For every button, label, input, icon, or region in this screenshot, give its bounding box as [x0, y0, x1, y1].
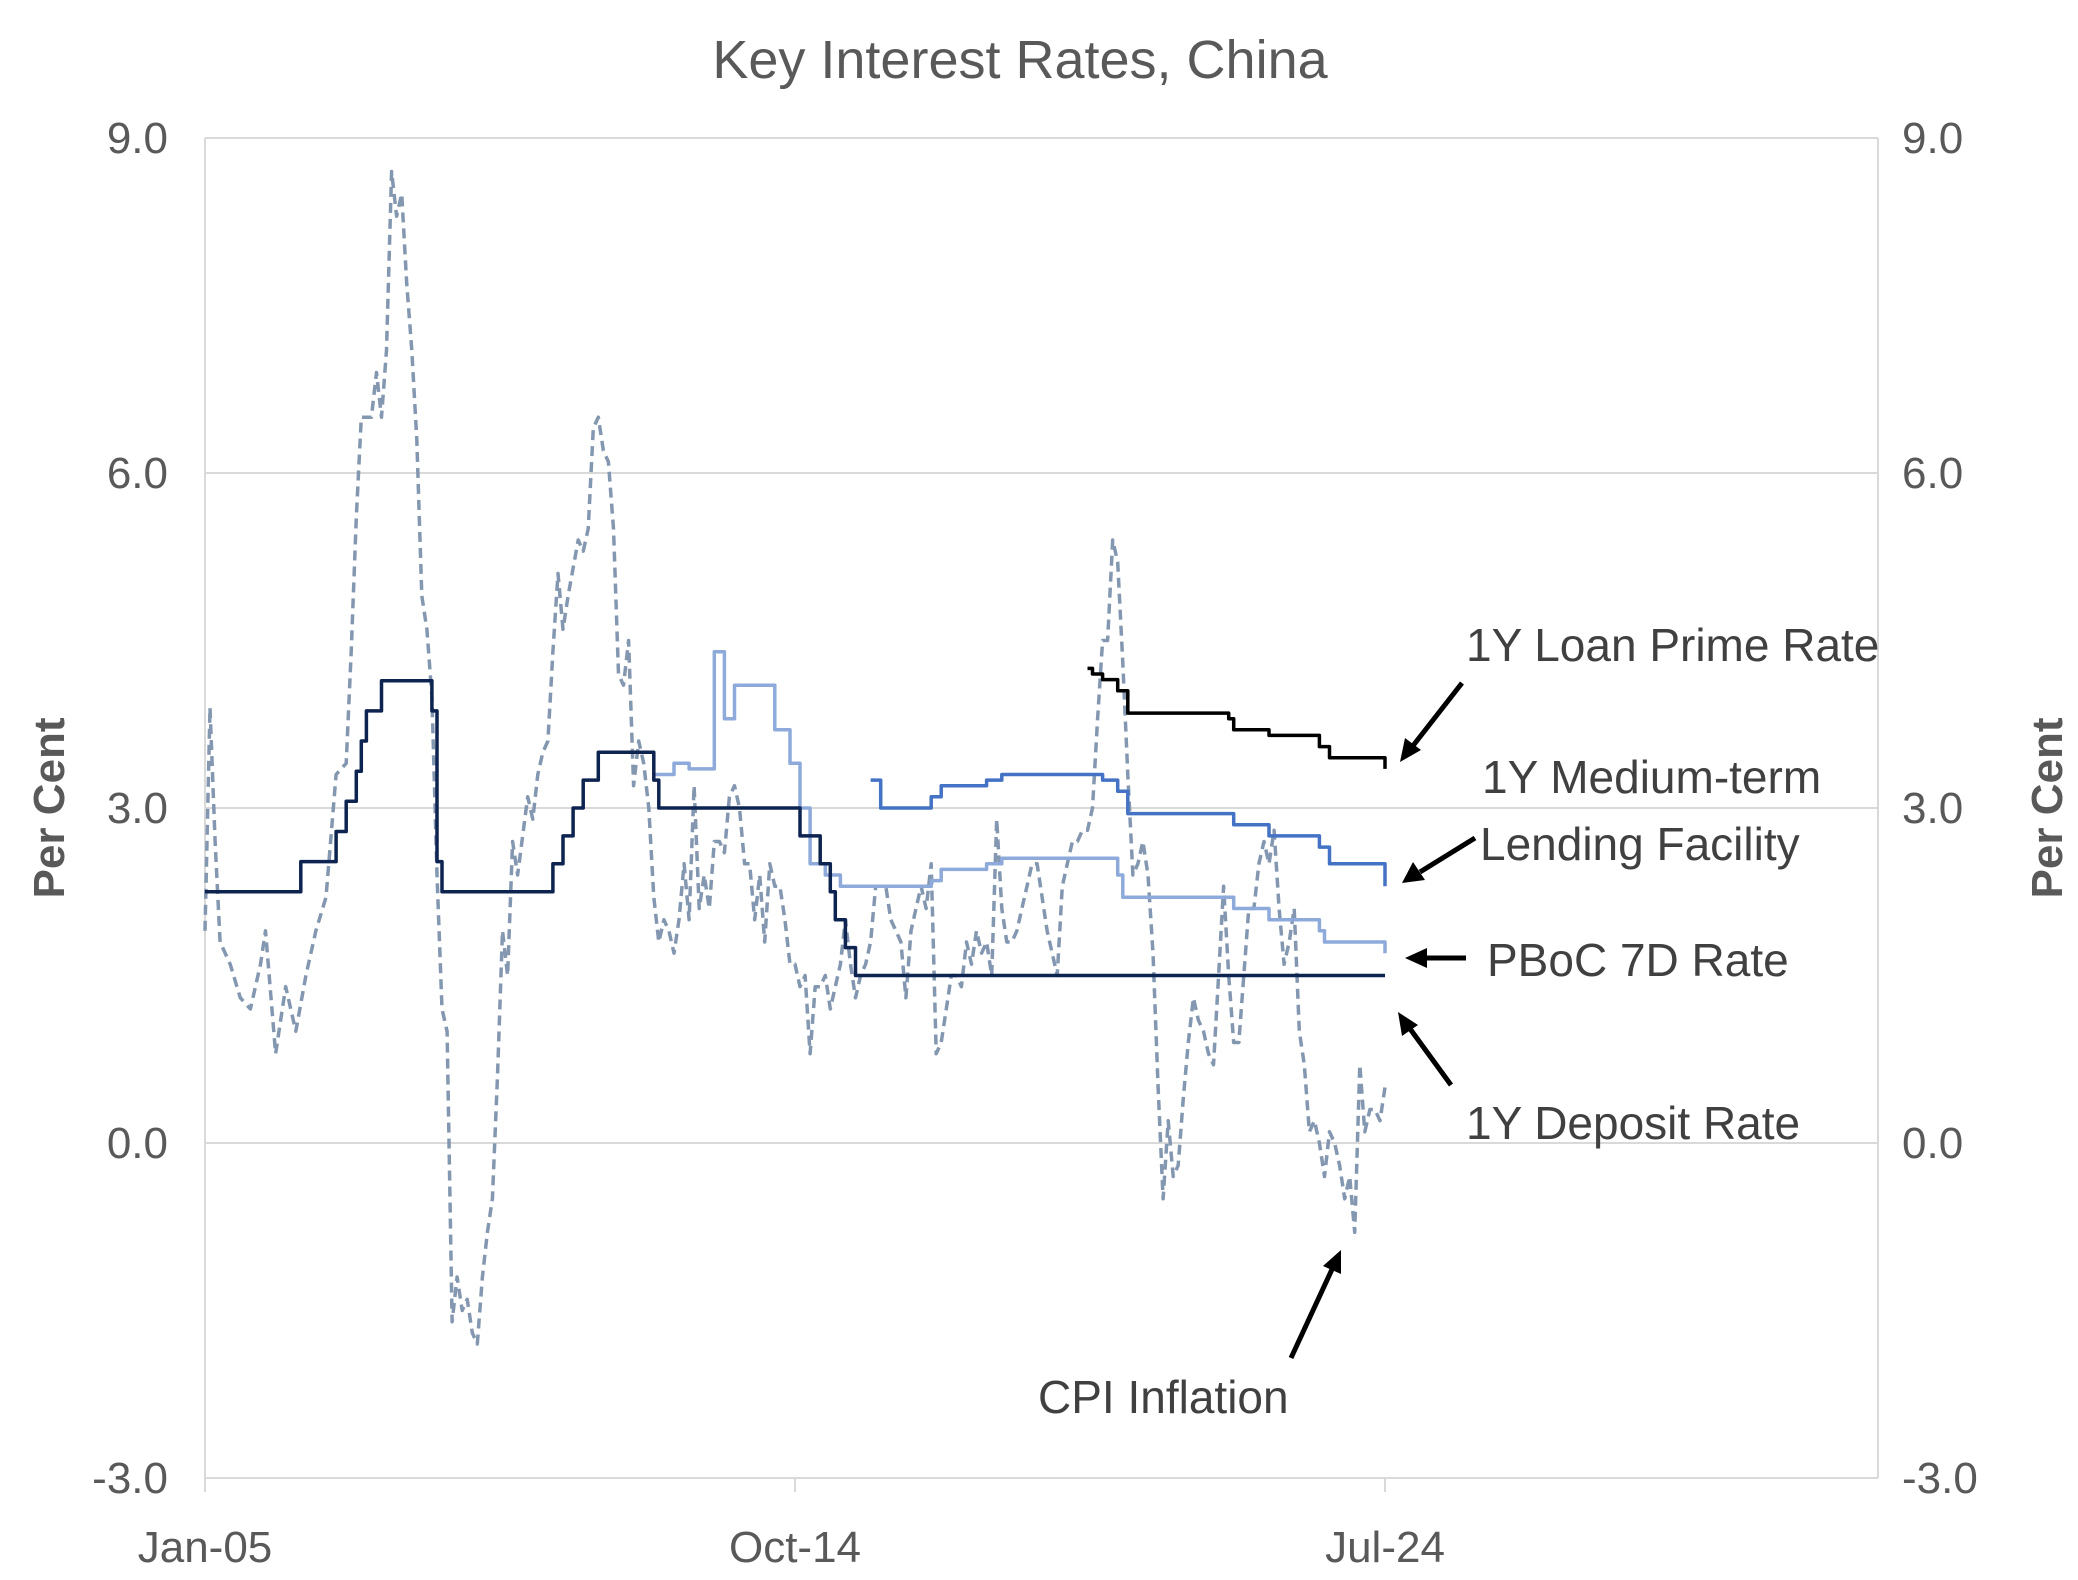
x-tick-label: Oct-14: [729, 1523, 861, 1572]
y-tick-label-right: 3.0: [1902, 784, 1963, 833]
series: [203, 169, 1387, 1346]
series-line-mlf: [870, 772, 1387, 887]
series-line-cpi: [203, 169, 1387, 1346]
arrow-lpr: [1400, 681, 1464, 762]
right-y-ticks: -3.0 0.0 3.0 6.0 9.0: [1902, 114, 1978, 1503]
y-tick-label-left: 3.0: [107, 784, 168, 833]
left-y-ticks: -3.0 0.0 3.0 6.0 9.0: [92, 114, 168, 1503]
series-line-pboc7d: [653, 649, 1387, 954]
chart-title: Key Interest Rates, China: [712, 30, 1328, 90]
series-line-deposit: [205, 678, 1385, 978]
arrow-cpi: [1288, 1250, 1341, 1360]
annotations: 1Y Loan Prime Rate 1Y Medium-term Lendin…: [1038, 619, 1879, 1423]
gridlines: [205, 137, 1878, 1144]
annotation-pboc7d: PBoC 7D Rate: [1487, 934, 1789, 986]
y-tick-label-left: -3.0: [92, 1454, 168, 1503]
annotation-mlf-line1: 1Y Medium-term: [1482, 751, 1821, 803]
arrow-mlf: [1402, 835, 1477, 883]
x-tick-label: Jul-24: [1325, 1523, 1445, 1572]
annotation-mlf-line2: Lending Facility: [1480, 818, 1800, 870]
y-tick-label-right: 6.0: [1902, 449, 1963, 498]
arrow-deposit: [1398, 1012, 1454, 1087]
y-tick-label-left: 9.0: [107, 114, 168, 163]
annotation-deposit: 1Y Deposit Rate: [1466, 1097, 1800, 1149]
x-ticks: Jan-05 Oct-14 Jul-24: [138, 1478, 1445, 1572]
annotation-lpr: 1Y Loan Prime Rate: [1466, 619, 1879, 671]
y-tick-label-right: -3.0: [1902, 1454, 1978, 1503]
axes: [204, 138, 1879, 1479]
arrow-pboc7d: [1405, 948, 1466, 968]
left-y-axis-title: Per Cent: [25, 717, 74, 898]
y-tick-label-right: 0.0: [1902, 1119, 1963, 1168]
annotation-cpi: CPI Inflation: [1038, 1371, 1289, 1423]
x-tick-label: Jan-05: [138, 1523, 273, 1572]
y-tick-label-left: 0.0: [107, 1119, 168, 1168]
series-line-lpr: [1087, 666, 1387, 769]
y-tick-label-right: 9.0: [1902, 114, 1963, 163]
right-y-axis-title: Per Cent: [2023, 717, 2072, 898]
y-tick-label-left: 6.0: [107, 449, 168, 498]
